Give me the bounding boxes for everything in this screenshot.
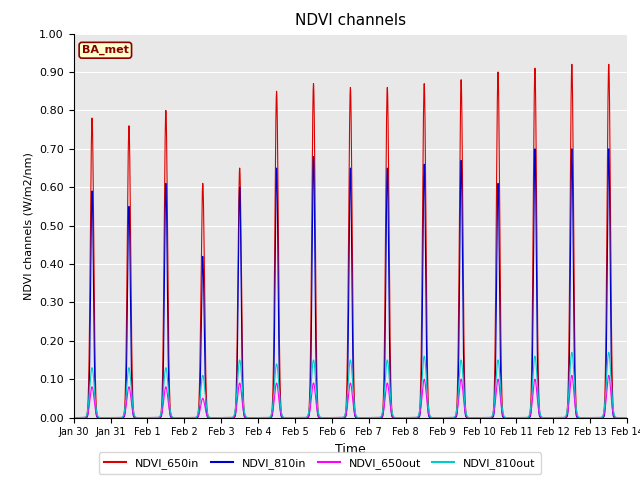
NDVI_650out <box>182 415 190 420</box>
Line: NDVI_810out: NDVI_810out <box>74 352 627 418</box>
NDVI_810in <box>182 415 190 420</box>
NDVI_650in <box>182 415 190 420</box>
Y-axis label: NDVI channels (W/m2/nm): NDVI channels (W/m2/nm) <box>24 152 33 300</box>
NDVI_810out <box>188 415 196 420</box>
NDVI_810in <box>605 146 612 152</box>
NDVI_810out <box>623 415 631 420</box>
NDVI_650in <box>188 415 196 420</box>
NDVI_810in <box>506 415 513 420</box>
NDVI_810in <box>427 415 435 420</box>
NDVI_810out <box>70 415 77 420</box>
NDVI_650in <box>277 402 285 408</box>
NDVI_810out <box>506 415 513 420</box>
NDVI_810in <box>70 415 77 420</box>
NDVI_810out <box>605 349 612 355</box>
NDVI_810in <box>188 415 196 420</box>
Legend: NDVI_650in, NDVI_810in, NDVI_650out, NDVI_810out: NDVI_650in, NDVI_810in, NDVI_650out, NDV… <box>99 453 541 474</box>
Line: NDVI_650in: NDVI_650in <box>74 64 627 418</box>
NDVI_810in <box>621 415 629 420</box>
NDVI_650out <box>605 372 612 378</box>
NDVI_650out <box>277 411 285 417</box>
NDVI_810out <box>277 406 285 411</box>
NDVI_650out <box>506 415 513 420</box>
NDVI_650in <box>623 415 631 420</box>
NDVI_810out <box>621 415 629 420</box>
NDVI_650out <box>70 415 77 420</box>
NDVI_650out <box>188 415 196 420</box>
NDVI_650in <box>70 415 77 420</box>
Line: NDVI_650out: NDVI_650out <box>74 375 627 418</box>
NDVI_650out <box>621 415 629 420</box>
NDVI_650in <box>427 415 435 420</box>
Title: NDVI channels: NDVI channels <box>295 13 406 28</box>
NDVI_810in <box>623 415 631 420</box>
NDVI_650in <box>605 61 612 67</box>
NDVI_810in <box>277 412 285 418</box>
NDVI_650in <box>621 415 629 420</box>
X-axis label: Time: Time <box>335 443 366 456</box>
NDVI_650in <box>506 415 513 420</box>
Line: NDVI_810in: NDVI_810in <box>74 149 627 418</box>
NDVI_650out <box>427 415 435 420</box>
NDVI_810out <box>427 414 435 420</box>
NDVI_650out <box>623 415 631 420</box>
Text: BA_met: BA_met <box>82 45 129 55</box>
NDVI_810out <box>182 415 190 420</box>
